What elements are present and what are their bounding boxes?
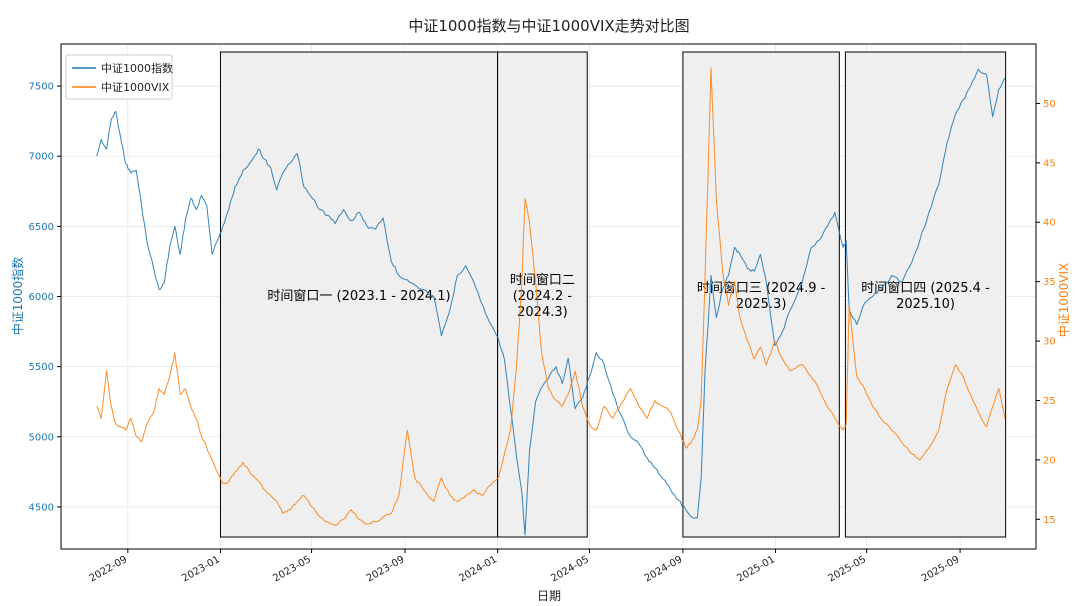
x-tick-label-0: 2022-09 [88, 554, 130, 584]
y-left-axis-label: 中证1000指数 [10, 257, 25, 336]
time-window-label-1: 时间窗口一 (2023.1 - 2024.1) [267, 288, 450, 304]
y-right-tick-label-5: 40 [1043, 218, 1056, 229]
y-left-tick-label-2: 5500 [29, 362, 54, 373]
y-right-tick-label-6: 45 [1043, 158, 1056, 169]
x-tick-label-6: 2024-09 [643, 554, 685, 584]
time-window-label-line: 2025.10) [896, 297, 955, 312]
x-tick-label-8: 2025-05 [826, 554, 868, 584]
time-window-label-4: 时间窗口四 (2025.4 -2025.10) [861, 280, 990, 312]
legend: 中证1000指数 中证1000VIX [65, 54, 173, 100]
time-window-label-line: (2024.2 - [513, 289, 573, 304]
x-tick-label-9: 2025-09 [920, 554, 962, 584]
y-right-tick-label-7: 50 [1043, 99, 1056, 110]
y-right-axis-label: 中证1000VIX [1056, 263, 1071, 338]
time-window-label-line: 2025.3) [736, 297, 787, 312]
y-right-tick-label-2: 25 [1043, 396, 1056, 407]
y-left-tick-label-4: 6500 [29, 222, 54, 233]
series-line-vix [96, 67, 1006, 526]
x-tick-label-2: 2023-05 [271, 554, 313, 584]
time-window-1 [219, 51, 499, 538]
y-right-tick-label-3: 30 [1043, 337, 1056, 348]
x-tick-label-1: 2023-01 [180, 554, 222, 584]
y-left-tick-label-3: 6000 [29, 292, 54, 303]
legend-box [65, 54, 173, 100]
series-lines [96, 67, 1006, 536]
chart-title: 中证1000指数与中证1000VIX走势对比图 [408, 17, 689, 35]
time-window-2 [497, 51, 588, 538]
x-tick-label-7: 2025-01 [735, 554, 777, 584]
y-left-tick-label-5: 7000 [29, 152, 54, 163]
y-right-tick-label-4: 35 [1043, 277, 1056, 288]
x-axis-label: 日期 [537, 589, 561, 603]
x-tick-label-4: 2024-01 [457, 554, 499, 584]
x-tick-label-3: 2023-09 [365, 554, 407, 584]
time-window-label-line: 时间窗口一 (2023.1 - 2024.1) [267, 288, 450, 304]
legend-label-vix: 中证1000VIX [101, 81, 170, 94]
time-window-label-3: 时间窗口三 (2024.9 -2025.3) [697, 280, 826, 312]
time-window-label-2: 时间窗口二(2024.2 -2024.3) [510, 272, 575, 320]
legend-label-index: 中证1000指数 [101, 61, 173, 75]
time-window-label-line: 时间窗口三 (2024.9 - [697, 280, 826, 296]
series-line-index [96, 68, 1006, 536]
y-left-tick-label-1: 5000 [29, 432, 54, 443]
y-left-tick-label-0: 4500 [29, 502, 54, 513]
x-tick-label-5: 2024-05 [549, 554, 591, 584]
time-windows: 时间窗口一 (2023.1 - 2024.1)时间窗口二(2024.2 -202… [219, 51, 1007, 538]
time-window-label-line: 时间窗口二 [510, 272, 575, 288]
y-left-tick-label-6: 7500 [29, 82, 54, 93]
y-right-tick-label-0: 15 [1043, 515, 1056, 526]
y-right-tick-label-1: 20 [1043, 455, 1056, 466]
time-window-4 [844, 51, 1007, 538]
time-window-label-line: 时间窗口四 (2025.4 - [861, 280, 990, 296]
time-window-label-line: 2024.3) [517, 305, 568, 320]
